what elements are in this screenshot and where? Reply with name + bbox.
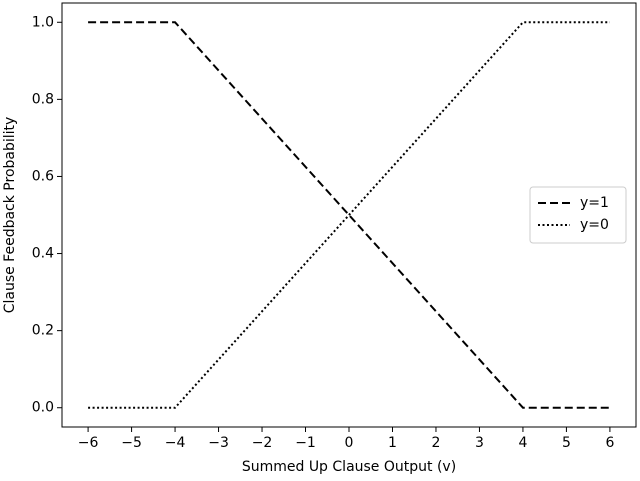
x-tick-label: 5 (562, 435, 571, 451)
x-tick-label: 6 (605, 435, 614, 451)
y-tick-label: 0.4 (32, 246, 54, 262)
y-tick-label: 0.6 (32, 168, 54, 184)
legend-label: y=0 (580, 217, 609, 233)
x-tick-label: 2 (432, 435, 441, 451)
x-tick-label: 3 (475, 435, 484, 451)
x-tick-label: −2 (252, 435, 273, 451)
line-series (88, 21, 610, 409)
y-axis-label: Clause Feedback Probability (2, 117, 18, 314)
x-tick-label: −6 (78, 435, 99, 451)
line-series (88, 21, 610, 409)
plot-frame (61, 2, 637, 428)
y-tick-label: 0.2 (32, 323, 54, 339)
legend-label: y=1 (580, 195, 609, 211)
x-tick-label: −4 (165, 435, 186, 451)
x-axis-label: Summed Up Clause Output (v) (242, 459, 456, 475)
y-tick-label: 1.0 (32, 14, 54, 30)
x-tick-label: −3 (208, 435, 229, 451)
y-tick-label: 0.0 (32, 400, 54, 416)
legend-box (529, 186, 627, 244)
x-tick-label: 4 (518, 435, 527, 451)
x-tick-label: −1 (295, 435, 316, 451)
x-tick-label: 0 (345, 435, 354, 451)
x-tick-label: 1 (388, 435, 397, 451)
y-tick-label: 0.8 (32, 91, 54, 107)
x-tick-label: −5 (121, 435, 142, 451)
